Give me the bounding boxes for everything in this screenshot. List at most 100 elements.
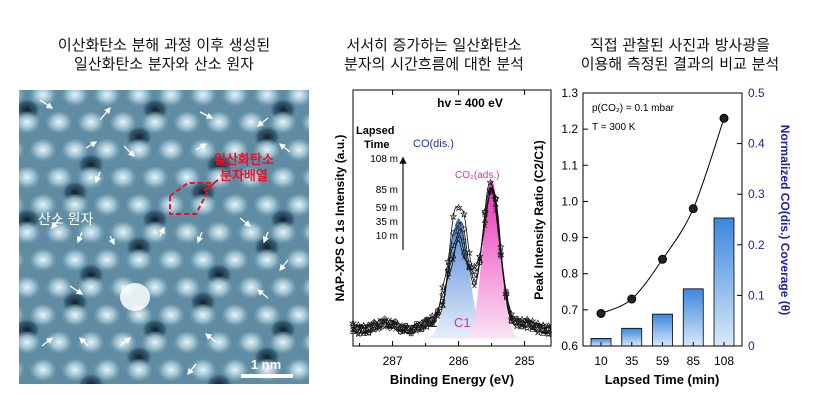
oxygen-atom-arrow [279, 259, 289, 272]
oxygen-atom-arrow [256, 117, 269, 127]
stm-bright-spot [19, 196, 25, 216]
xps-data-point [535, 323, 541, 328]
xps-data-point [386, 321, 394, 330]
stm-bright-spot [221, 139, 249, 163]
stm-bright-spot [29, 359, 57, 383]
oxygen-atom-arrow [94, 171, 101, 184]
stm-bright-spot [285, 249, 309, 273]
xps-data-point [380, 317, 389, 325]
xps-data-point [370, 318, 378, 326]
stm-dark-spot [334, 374, 360, 396]
xps-data-point [417, 319, 426, 327]
oxygen-atom-arrow [239, 217, 252, 227]
xps-data-point [396, 324, 405, 332]
oxygen-atom-arrow [41, 337, 54, 347]
stm-bright-spot [253, 194, 281, 218]
stm-bright-spot [93, 359, 121, 383]
stm-bright-spot [285, 139, 309, 163]
scalebar [241, 374, 293, 378]
oxygen-atom-arrow [204, 333, 217, 343]
xps-data-point [375, 323, 384, 331]
xps-data-point [486, 186, 494, 194]
stm-title-line-2: 일산화탄소 분자와 산소 원자 [74, 55, 254, 73]
ratio-title-line-1: 직접 관찰된 사진과 방사광을 [590, 36, 770, 54]
temperature-annotation: T = 300 K [592, 122, 636, 133]
oxygen-atom-arrow [158, 226, 165, 237]
ratio-y-tick-label: 0.8 [561, 267, 578, 281]
oxygen-atom-arrow [196, 231, 203, 244]
stm-bright-spot [269, 166, 297, 191]
stm-annotations: 산소 원자 일산화탄소 분자배열 1 nm [38, 152, 293, 378]
xps-x-tick-label: 286 [449, 354, 469, 368]
stm-bright-spot [189, 304, 217, 328]
xps-data-point [439, 301, 446, 308]
stm-bright-spot [125, 90, 153, 108]
stm-bright-spot [109, 111, 137, 136]
oxygen-atom-arrow [262, 231, 269, 244]
ratio-y-tick-label: 1.0 [561, 194, 578, 208]
ratio-y-tick-label: 0.9 [561, 231, 578, 245]
stm-bright-spot [205, 387, 233, 411]
xps-data-point [528, 317, 537, 325]
oxygen-atom-label: 산소 원자 [38, 211, 94, 227]
stm-bright-spot [189, 359, 217, 383]
ratio-data-point [719, 113, 729, 123]
stm-bright-spot [253, 139, 281, 163]
stm-bright-spot [45, 111, 73, 136]
oxygen-atom-arrow [123, 145, 135, 157]
stm-bright-spot [173, 331, 201, 356]
xps-series-line [352, 186, 552, 335]
c1-peak-fill [452, 179, 522, 339]
xps-title-line-1: 서서히 증가하는 일산화탄소 [346, 36, 522, 54]
stm-bright-spot [221, 249, 249, 273]
co-array-label-1: 일산화탄소 [214, 152, 274, 167]
xps-data-point [371, 325, 378, 332]
xps-data-point [523, 323, 531, 332]
xps-data-point [539, 321, 547, 329]
stm-bright-spot [45, 276, 73, 301]
xps-series-108m [349, 178, 553, 338]
oxygen-atom-arrow [199, 111, 214, 119]
lapsed-time-label: 108 m [370, 154, 398, 165]
stm-bright-spot [141, 166, 169, 191]
xps-data-point [391, 320, 399, 329]
stm-bright-spot [157, 249, 185, 273]
stm-bright-spot [173, 221, 201, 246]
stm-bright-spot [301, 277, 309, 300]
xps-data-point [450, 252, 457, 259]
xps-data-point [365, 328, 373, 337]
co-array-label-2: 분자배열 [220, 168, 268, 183]
stm-bright-spot [109, 221, 137, 246]
stm-bright-spot [77, 221, 105, 246]
oxygen-atom-arrow [278, 143, 291, 153]
stm-dark-spot [318, 401, 344, 416]
xps-ylabel: NAP-XPS C 1s Intensity (a.u.) [333, 135, 347, 302]
lapsed-time-label: 35 m [376, 217, 398, 228]
ratio-x-tick-label: 108 [714, 354, 734, 368]
ratio-line [600, 118, 725, 314]
stm-bright-spot [285, 194, 309, 218]
stm-bright-spot [141, 387, 169, 411]
coverage-y-tick-label: 0 [748, 339, 755, 353]
xps-x-tick-label: 285 [515, 354, 535, 368]
oxygen-atom-arrow [119, 337, 132, 347]
oxygen-atom-arrow [69, 285, 84, 295]
stm-bright-spot [205, 111, 233, 136]
stm-bright-spot [93, 90, 121, 108]
stm-bright-spot [125, 194, 153, 218]
stm-bright-spot [61, 90, 89, 108]
stm-bright-spot [237, 166, 265, 191]
stm-bright-spot [301, 167, 309, 190]
ratio-title-line-2: 이용해 측정된 결과의 비교 분석 [580, 55, 780, 73]
stm-bright-spot [205, 331, 233, 356]
stm-bright-spot [157, 304, 185, 328]
ratio-x-tick-label: 10 [594, 354, 608, 368]
stm-bright-spot [189, 139, 217, 163]
pressure-annotation: p(CO₂) = 0.1 mbar [592, 103, 675, 114]
stm-bright-spot [141, 221, 169, 246]
stm-bright-spot [29, 194, 57, 218]
stm-bright-spot [77, 166, 105, 191]
stm-title-line-1: 이산화탄소 분해 과정 이후 생성된 [57, 36, 271, 54]
ratio-data-point [688, 204, 698, 214]
